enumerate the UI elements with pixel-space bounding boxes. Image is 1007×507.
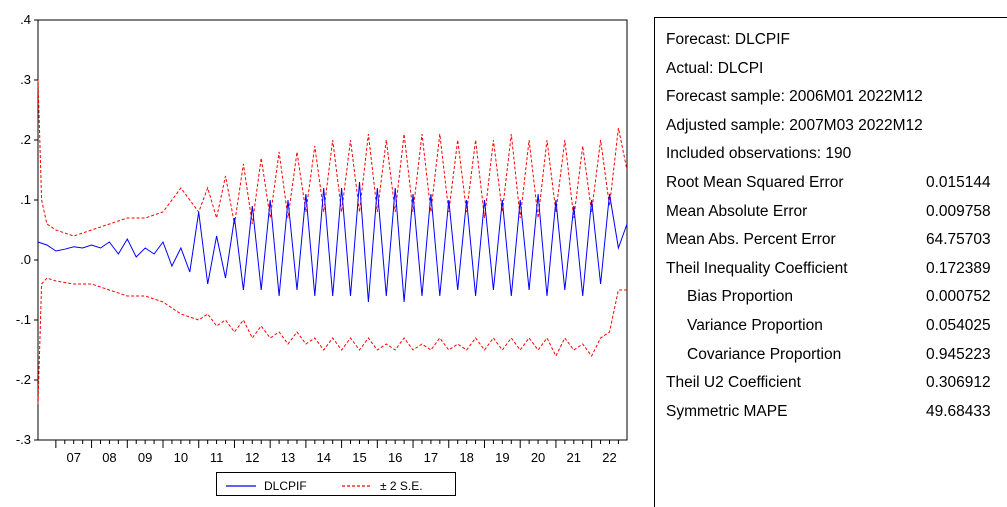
x-axis: 07 08 09 10 11 12 13 14 15 16 17 18 19 20 21 22 — [55, 440, 619, 465]
stats-value: 0.172389 — [926, 259, 991, 277]
stats-row: Root Mean Squared Error 0.015144 — [655, 169, 1007, 198]
forecast-statistics-table: Forecast: DLCPIF Actual: DLCPI Forecast sa… — [654, 17, 1007, 507]
stats-value: 0.015144 — [926, 173, 991, 191]
stats-header-line: Forecast: DLCPIF — [666, 31, 791, 48]
legend-item-dlcpif: DLCPIF — [226, 479, 307, 493]
x-tick-label: 07 — [66, 450, 80, 465]
y-tick-label: .2 — [20, 132, 31, 147]
stats-label: Mean Absolute Error — [666, 202, 808, 220]
stats-row: Symmetric MAPE 49.68433 — [655, 398, 1007, 427]
stats-header-line: Forecast sample: 2006M01 2022M12 — [666, 88, 923, 106]
y-tick-label: .1 — [20, 192, 31, 207]
forecast-chart: .4 .3 .2 .1 .0 -.1 -.2 -.3 07 08 09 10 11 12 13 14 15 16… — [16, 12, 628, 465]
x-tick-label: 19 — [495, 450, 509, 465]
y-tick-label: -.2 — [16, 372, 31, 387]
x-tick-label: 12 — [245, 450, 259, 465]
stats-header: Forecast: DLCPIF Actual: DLCPI Forecast sa… — [655, 26, 1007, 169]
stats-row: Variance Proportion 0.054025 — [655, 312, 1007, 341]
stats-value: 64.75703 — [926, 231, 991, 249]
stats-value: 0.306912 — [926, 374, 991, 392]
legend-label: ± 2 S.E. — [380, 479, 423, 493]
stats-value: 0.945223 — [926, 345, 991, 363]
x-tick-label: 09 — [138, 450, 152, 465]
legend-item-se: ± 2 S.E. — [342, 479, 423, 493]
stats-label: Theil Inequality Coefficient — [666, 259, 848, 277]
y-tick-label: -.3 — [16, 432, 31, 447]
y-tick-label: .3 — [20, 72, 31, 87]
legend-label: DLCPIF — [264, 479, 307, 493]
stats-label: Theil U2 Coefficient — [666, 374, 801, 392]
stats-header-line: Actual: DLCPI — [666, 59, 764, 77]
x-tick-label: 15 — [352, 450, 366, 465]
y-tick-label: -.1 — [16, 312, 31, 327]
stats-label: Root Mean Squared Error — [666, 173, 844, 191]
stats-row: Bias Proportion 0.000752 — [655, 283, 1007, 312]
stats-row: Mean Abs. Percent Error 64.75703 — [655, 226, 1007, 255]
stats-row: Covariance Proportion 0.945223 — [655, 341, 1007, 370]
y-tick-label: .4 — [20, 12, 31, 27]
legend-swatch-dashed — [342, 485, 372, 487]
stats-label: Symmetric MAPE — [666, 402, 788, 420]
stats-label: Covariance Proportion — [687, 345, 842, 363]
stats-label: Variance Proportion — [687, 316, 823, 334]
stats-header-line: Included observations: 190 — [666, 145, 852, 163]
x-tick-label: 16 — [388, 450, 402, 465]
series-layer — [37, 79, 628, 405]
stats-label: Bias Proportion — [687, 288, 793, 306]
chart-legend: DLCPIF ± 2 S.E. — [216, 472, 456, 496]
x-tick-label: 18 — [459, 450, 473, 465]
x-tick-label: 14 — [317, 450, 331, 465]
stats-value: 0.009758 — [926, 202, 991, 220]
lower-band-line — [37, 277, 627, 405]
stats-value: 0.054025 — [926, 316, 991, 334]
stats-row: Mean Absolute Error 0.009758 — [655, 198, 1007, 227]
upper-band-line — [37, 79, 628, 237]
x-tick-label: 13 — [281, 450, 295, 465]
forecast-line — [37, 181, 628, 303]
stats-row: Theil U2 Coefficient 0.306912 — [655, 369, 1007, 398]
stats-header-line: Adjusted sample: 2007M03 2022M12 — [666, 116, 923, 134]
x-tick-label: 08 — [102, 450, 116, 465]
stats-value: 0.000752 — [926, 288, 991, 306]
stats-row: Theil Inequality Coefficient 0.172389 — [655, 255, 1007, 284]
legend-swatch-solid — [226, 485, 256, 487]
x-tick-label: 20 — [531, 450, 545, 465]
plot-frame — [37, 19, 628, 441]
x-tick-label: 11 — [210, 450, 224, 465]
stats-label: Mean Abs. Percent Error — [666, 231, 836, 249]
x-tick-label: 10 — [174, 450, 188, 465]
stats-rows: Root Mean Squared Error 0.015144 Mean Abso… — [655, 169, 1007, 426]
x-tick-label: 22 — [602, 450, 616, 465]
stats-value: 49.68433 — [926, 402, 991, 420]
y-axis: .4 .3 .2 .1 .0 -.1 -.2 -.3 — [16, 12, 38, 447]
x-tick-label: 21 — [567, 450, 581, 465]
x-tick-label: 17 — [424, 450, 438, 465]
y-tick-label: .0 — [20, 252, 31, 267]
